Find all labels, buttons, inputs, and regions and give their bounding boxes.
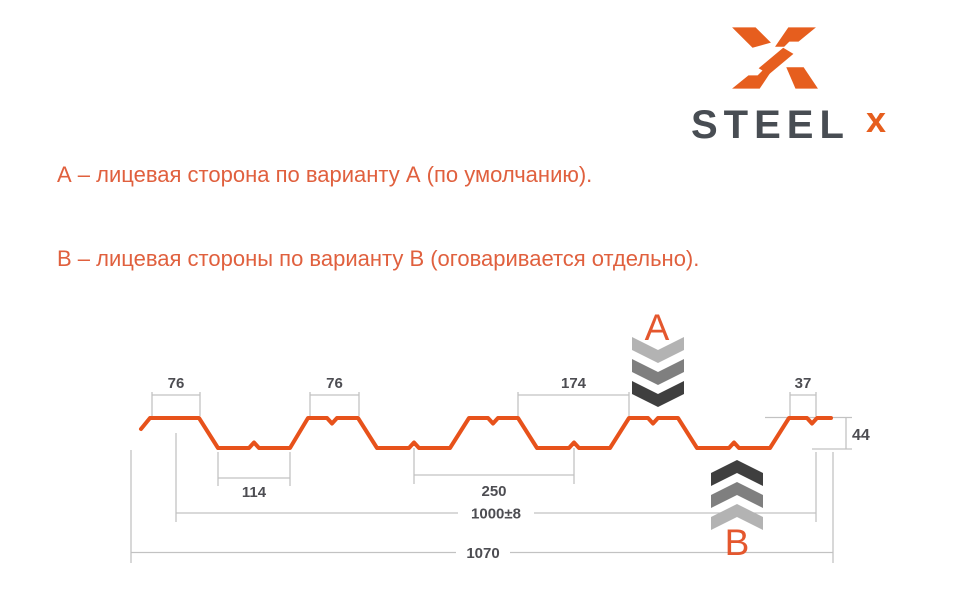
note-variant-b: В – лицевая стороны по варианту В (огова… xyxy=(57,246,700,271)
note-variant-a: А – лицевая сторона по варианту А (по ум… xyxy=(57,162,593,187)
dim-flange1: 76 xyxy=(168,375,185,392)
logo-icon-segment xyxy=(775,27,816,47)
logo-icon-segment xyxy=(786,67,818,89)
dim-flange2: 76 xyxy=(326,375,343,392)
brand-sup-x: x xyxy=(866,99,887,140)
dimension-labels: 76 76 174 37 114 250 1000±8 1070 44 xyxy=(168,375,870,562)
logo-icon-segment xyxy=(758,47,794,75)
profile-drawing: 76 76 174 37 114 250 1000±8 1070 44 A xyxy=(130,307,870,563)
dim-module: 250 xyxy=(481,483,506,500)
sheet-profile-outline xyxy=(139,416,833,450)
dimension-lines xyxy=(130,392,852,563)
dim-total-width: 1070 xyxy=(466,545,499,562)
logo-icon-segment xyxy=(732,27,771,48)
brand-name: STEEL xyxy=(691,103,850,147)
steelx-logo-icon xyxy=(732,27,818,89)
chevrons-up-icon xyxy=(711,460,763,530)
logo-icon-segment xyxy=(732,70,772,89)
dim-valley: 114 xyxy=(242,484,267,501)
marker-side-a: A xyxy=(632,307,684,407)
dim-working-width: 1000±8 xyxy=(471,506,521,523)
dim-crest-gap: 174 xyxy=(561,375,587,392)
dim-height: 44 xyxy=(852,427,870,444)
dim-edge-flange: 37 xyxy=(795,375,812,392)
marker-side-b: B xyxy=(711,460,763,563)
marker-b-label: B xyxy=(725,522,750,563)
marker-a-label: A xyxy=(645,307,670,348)
chevrons-down-icon xyxy=(632,337,684,407)
